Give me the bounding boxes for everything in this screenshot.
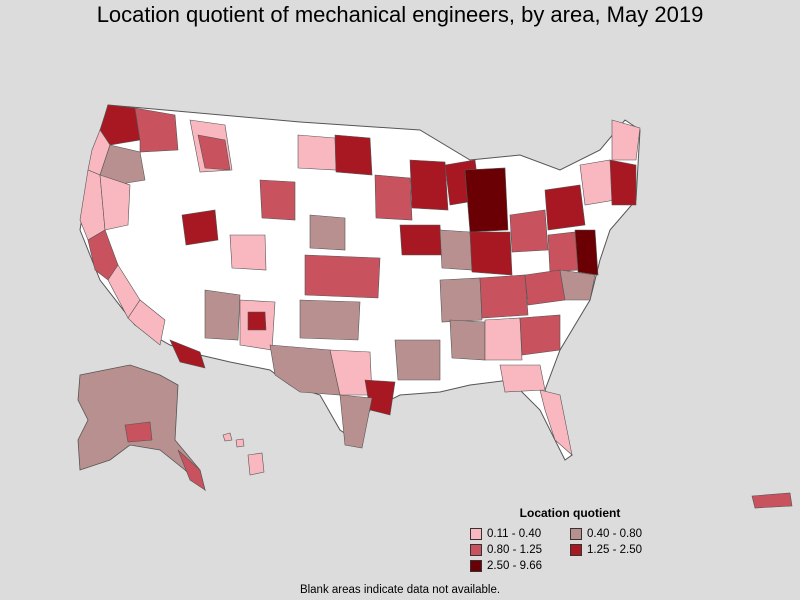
county-area (579, 159, 616, 206)
county-area (169, 339, 206, 369)
legend-label: 0.40 - 0.80 (587, 527, 642, 540)
county-area (479, 274, 529, 319)
county-area (469, 231, 513, 276)
county-area (269, 344, 341, 396)
legend-swatch (470, 527, 482, 540)
county-area (464, 167, 509, 233)
legend-swatch (470, 559, 482, 572)
county-area (339, 394, 373, 449)
county-area (99, 174, 131, 231)
county-area (574, 229, 599, 276)
legend-item: 2.50 - 9.66 (470, 558, 570, 573)
legend: Location quotient 0.11 - 0.40 0.40 - 0.8… (470, 506, 670, 573)
region-plains (269, 134, 396, 449)
region-hawaii (222, 432, 265, 476)
county-area (559, 269, 596, 301)
county-area (509, 209, 549, 253)
county-area (127, 299, 166, 346)
region-mountain (181, 134, 337, 351)
county-area (197, 134, 231, 171)
county-area (99, 144, 146, 186)
county-area (259, 179, 296, 221)
map-title: Location quotient of mechanical engineer… (96, 2, 704, 27)
county-area (181, 209, 219, 246)
county-area (299, 299, 361, 341)
county-area (124, 421, 153, 443)
region-alaska (77, 364, 206, 492)
county-area (229, 234, 267, 271)
county-area (99, 104, 141, 146)
county-area (334, 134, 373, 176)
county-area (247, 311, 267, 331)
county-area (439, 277, 483, 323)
puerto-rico (751, 492, 793, 509)
county-area (374, 174, 413, 221)
county-area (394, 339, 441, 381)
region-northeast (544, 119, 641, 276)
county-area (399, 224, 443, 256)
county-area (499, 364, 546, 393)
county-area (204, 289, 241, 341)
county-area (611, 119, 641, 161)
region-puerto-rico (751, 492, 793, 509)
legend-item: 0.40 - 0.80 (570, 526, 670, 541)
county-area (524, 269, 566, 306)
county-area (439, 229, 473, 271)
county-area (609, 159, 637, 206)
legend-item: 0.80 - 1.25 (470, 542, 570, 557)
county-area (544, 184, 586, 231)
county-area (484, 317, 523, 361)
hawaii-island (247, 452, 265, 476)
legend-swatch (570, 527, 582, 540)
legend-swatch (470, 543, 482, 556)
region-southeast (394, 269, 596, 456)
legend-item: 0.11 - 0.40 (470, 526, 570, 541)
region-midwest (374, 159, 549, 276)
county-area (309, 214, 346, 251)
county-area (134, 107, 179, 153)
legend-label: 0.11 - 0.40 (487, 527, 542, 540)
legend-swatch (570, 543, 582, 556)
region-northwest (79, 104, 233, 241)
county-area (297, 134, 337, 171)
county-area (539, 389, 573, 456)
region-california (87, 229, 206, 369)
footnote: Blank areas indicate data not available. (299, 584, 501, 596)
county-area (304, 254, 381, 299)
legend-label: 2.50 - 9.66 (487, 559, 542, 572)
hawaii-island (235, 438, 245, 448)
hawaii-island (222, 432, 233, 442)
legend-item: 1.25 - 2.50 (570, 542, 670, 557)
legend-label: 1.25 - 2.50 (587, 543, 642, 556)
county-area (449, 319, 486, 361)
legend-label: 0.80 - 1.25 (487, 543, 542, 556)
county-area (547, 231, 579, 273)
county-area (177, 449, 206, 491)
legend-title: Location quotient (519, 506, 621, 520)
county-area (409, 159, 449, 211)
county-area (519, 314, 561, 356)
